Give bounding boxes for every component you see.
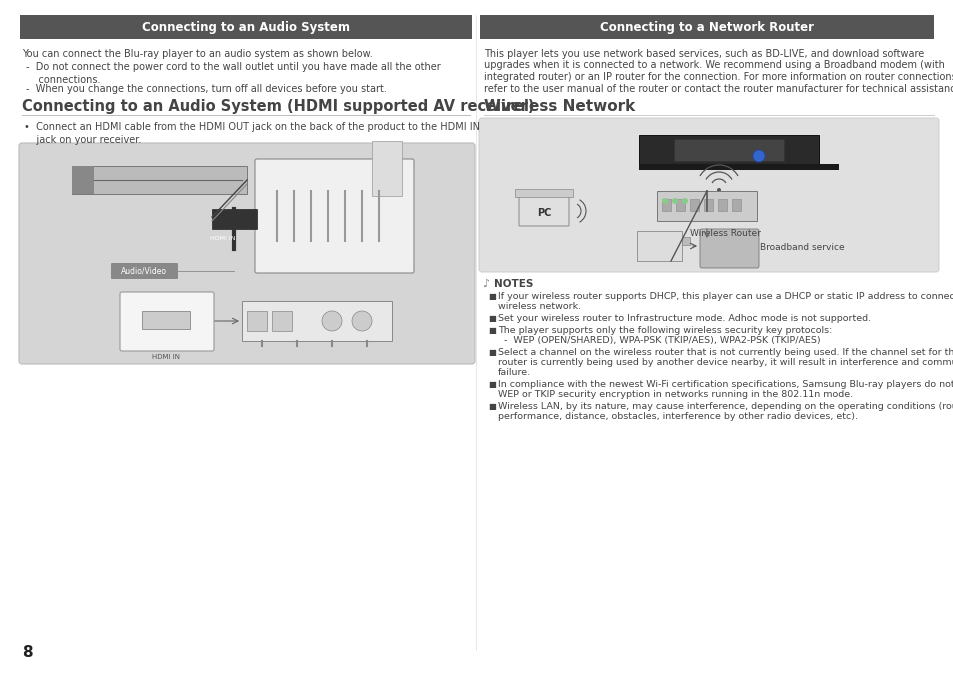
- Bar: [242, 301, 392, 341]
- Text: 8: 8: [22, 645, 32, 660]
- Text: Connecting to an Audio System (HDMI supported AV receiver): Connecting to an Audio System (HDMI supp…: [22, 99, 534, 114]
- Bar: [479, 15, 933, 39]
- Text: Wireless Network: Wireless Network: [483, 99, 635, 114]
- Text: refer to the user manual of the router or contact the router manufacturer for te: refer to the user manual of the router o…: [483, 84, 953, 93]
- Text: Broadband service: Broadband service: [760, 244, 843, 253]
- Bar: [639, 164, 838, 170]
- Text: •  Connect an HDMI cable from the HDMI OUT jack on the back of the product to th: • Connect an HDMI cable from the HDMI OU…: [24, 122, 479, 145]
- Circle shape: [352, 311, 372, 331]
- FancyBboxPatch shape: [700, 229, 759, 268]
- Bar: [71, 166, 247, 194]
- Text: ■: ■: [488, 314, 496, 323]
- Text: router is currently being used by another device nearby, it will result in inter: router is currently being used by anothe…: [497, 358, 953, 367]
- Text: Connecting to a Network Router: Connecting to a Network Router: [599, 20, 813, 33]
- Text: HDMI IN: HDMI IN: [152, 354, 180, 360]
- Text: ♪: ♪: [481, 279, 489, 289]
- Text: -  Do not connect the power cord to the wall outlet until you have made all the : - Do not connect the power cord to the w…: [26, 62, 440, 85]
- Text: ■: ■: [488, 402, 496, 411]
- FancyBboxPatch shape: [478, 118, 938, 272]
- Text: upgrades when it is connected to a network. We recommend using a Broadband modem: upgrades when it is connected to a netwo…: [483, 61, 943, 71]
- Text: If your wireless router supports DHCP, this player can use a DHCP or static IP a: If your wireless router supports DHCP, t…: [497, 292, 953, 301]
- Text: integrated router) or an IP router for the connection. For more information on r: integrated router) or an IP router for t…: [483, 72, 953, 82]
- Bar: [637, 231, 681, 261]
- Circle shape: [671, 198, 678, 204]
- Bar: [673, 139, 783, 161]
- Text: You can connect the Blu-ray player to an audio system as shown below.: You can connect the Blu-ray player to an…: [22, 49, 373, 59]
- FancyBboxPatch shape: [120, 292, 213, 351]
- Bar: [212, 209, 256, 229]
- Text: HDMI IN: HDMI IN: [210, 236, 235, 240]
- Bar: [731, 199, 740, 211]
- Text: NOTES: NOTES: [494, 279, 533, 289]
- Text: ■: ■: [488, 292, 496, 301]
- Text: PC: PC: [537, 208, 551, 218]
- Text: In compliance with the newest Wi-Fi certification specifications, Samsung Blu-ra: In compliance with the newest Wi-Fi cert…: [497, 380, 953, 389]
- Text: ■: ■: [488, 326, 496, 335]
- Text: -  When you change the connections, turn off all devices before you start.: - When you change the connections, turn …: [26, 84, 387, 94]
- Text: ■: ■: [488, 380, 496, 389]
- Circle shape: [717, 188, 720, 192]
- Bar: [247, 311, 267, 331]
- Text: WEP or TKIP security encryption in networks running in the 802.11n mode.: WEP or TKIP security encryption in netwo…: [497, 390, 852, 399]
- Text: wireless network.: wireless network.: [497, 302, 580, 311]
- Bar: [676, 199, 684, 211]
- Text: Set your wireless router to Infrastructure mode. Adhoc mode is not supported.: Set your wireless router to Infrastructu…: [497, 314, 870, 323]
- Bar: [703, 199, 712, 211]
- Bar: [689, 199, 699, 211]
- FancyBboxPatch shape: [518, 196, 568, 226]
- Text: Connecting to an Audio System: Connecting to an Audio System: [142, 20, 350, 33]
- Text: This player lets you use network based services, such as BD-LIVE, and download s: This player lets you use network based s…: [483, 49, 923, 59]
- Circle shape: [322, 311, 341, 331]
- Text: The player supports only the following wireless security key protocols:: The player supports only the following w…: [497, 326, 832, 335]
- Bar: [71, 166, 94, 194]
- Text: performance, distance, obstacles, interference by other radio devices, etc).: performance, distance, obstacles, interf…: [497, 412, 857, 421]
- FancyBboxPatch shape: [254, 159, 414, 273]
- Bar: [372, 141, 401, 196]
- Bar: [20, 15, 472, 39]
- Text: Audio/Video: Audio/Video: [121, 266, 167, 276]
- Bar: [142, 311, 190, 329]
- Text: Select a channel on the wireless router that is not currently being used. If the: Select a channel on the wireless router …: [497, 348, 953, 357]
- Text: Wireless Router: Wireless Router: [689, 229, 760, 238]
- Circle shape: [661, 198, 667, 204]
- Text: -  WEP (OPEN/SHARED), WPA-PSK (TKIP/AES), WPA2-PSK (TKIP/AES): - WEP (OPEN/SHARED), WPA-PSK (TKIP/AES),…: [497, 336, 820, 345]
- Circle shape: [681, 198, 687, 204]
- FancyBboxPatch shape: [19, 143, 475, 364]
- Bar: [681, 237, 689, 245]
- Bar: [661, 199, 670, 211]
- Circle shape: [752, 150, 764, 162]
- Bar: [272, 311, 292, 331]
- Text: Wireless LAN, by its nature, may cause interference, depending on the operating : Wireless LAN, by its nature, may cause i…: [497, 402, 953, 411]
- Bar: [657, 191, 757, 221]
- Bar: [515, 189, 573, 197]
- FancyBboxPatch shape: [111, 263, 178, 279]
- Text: failure.: failure.: [497, 368, 531, 377]
- Bar: [718, 199, 726, 211]
- Bar: [639, 135, 818, 165]
- Text: ■: ■: [488, 348, 496, 357]
